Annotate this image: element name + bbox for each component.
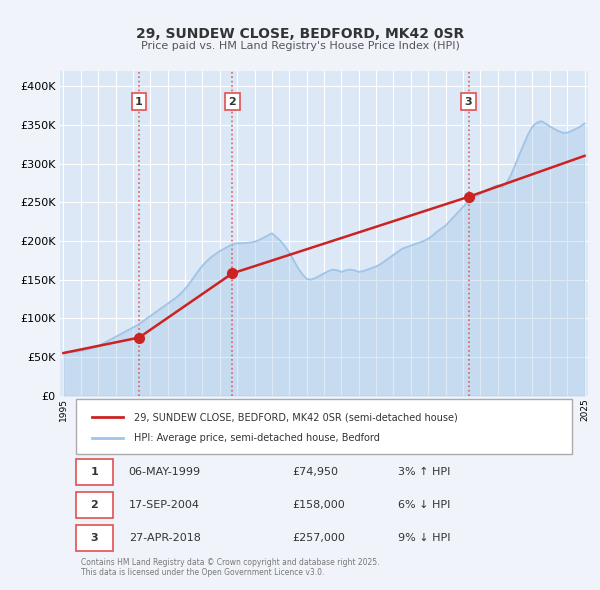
Text: 27-APR-2018: 27-APR-2018 xyxy=(128,533,200,543)
Text: 29, SUNDEW CLOSE, BEDFORD, MK42 0SR: 29, SUNDEW CLOSE, BEDFORD, MK42 0SR xyxy=(136,27,464,41)
Text: 3: 3 xyxy=(464,97,472,107)
Text: 29, SUNDEW CLOSE, BEDFORD, MK42 0SR (semi-detached house): 29, SUNDEW CLOSE, BEDFORD, MK42 0SR (sem… xyxy=(134,412,458,422)
FancyBboxPatch shape xyxy=(76,399,572,454)
Text: 2: 2 xyxy=(229,97,236,107)
Text: 06-MAY-1999: 06-MAY-1999 xyxy=(128,467,201,477)
Text: 6% ↓ HPI: 6% ↓ HPI xyxy=(398,500,450,510)
Text: HPI: Average price, semi-detached house, Bedford: HPI: Average price, semi-detached house,… xyxy=(134,432,380,442)
Text: 3: 3 xyxy=(91,533,98,543)
Text: Contains HM Land Registry data © Crown copyright and database right 2025.
This d: Contains HM Land Registry data © Crown c… xyxy=(81,558,380,577)
FancyBboxPatch shape xyxy=(76,525,113,551)
Text: 17-SEP-2004: 17-SEP-2004 xyxy=(128,500,200,510)
Text: 3% ↑ HPI: 3% ↑ HPI xyxy=(398,467,450,477)
FancyBboxPatch shape xyxy=(76,492,113,518)
Text: £257,000: £257,000 xyxy=(292,533,345,543)
Text: 9% ↓ HPI: 9% ↓ HPI xyxy=(398,533,451,543)
Text: 1: 1 xyxy=(91,467,98,477)
Text: £158,000: £158,000 xyxy=(292,500,345,510)
Text: Price paid vs. HM Land Registry's House Price Index (HPI): Price paid vs. HM Land Registry's House … xyxy=(140,41,460,51)
Text: 1: 1 xyxy=(135,97,143,107)
Text: 2: 2 xyxy=(91,500,98,510)
FancyBboxPatch shape xyxy=(76,460,113,485)
Text: £74,950: £74,950 xyxy=(292,467,338,477)
